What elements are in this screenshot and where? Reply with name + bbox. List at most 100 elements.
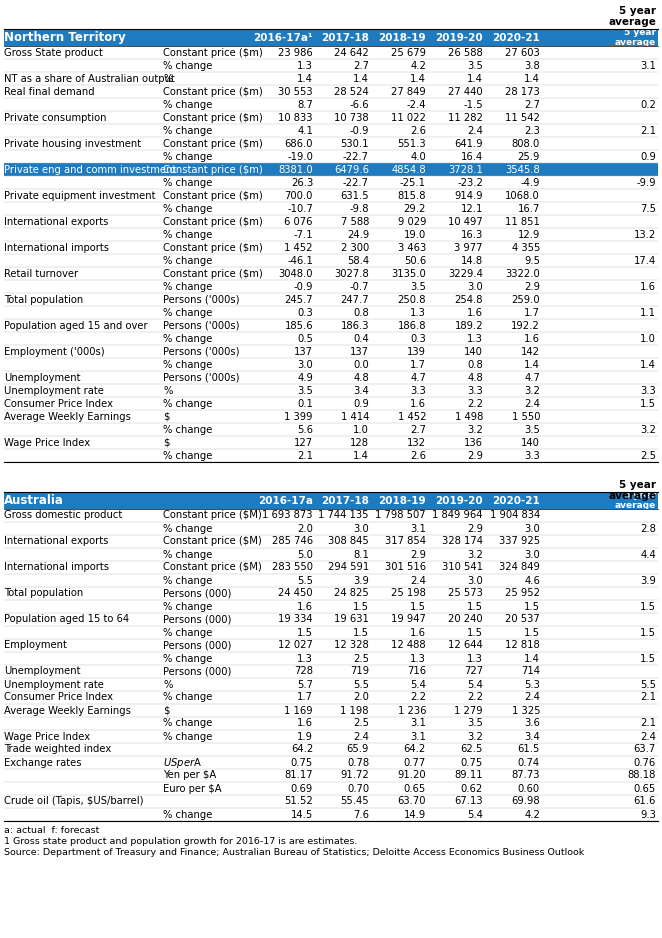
Text: 250.8: 250.8 bbox=[397, 295, 426, 305]
Text: 3.0: 3.0 bbox=[297, 359, 313, 370]
Text: 1.3: 1.3 bbox=[410, 308, 426, 317]
Text: 2.2: 2.2 bbox=[410, 692, 426, 703]
Text: 4.2: 4.2 bbox=[410, 60, 426, 70]
Text: 815.8: 815.8 bbox=[397, 190, 426, 201]
Text: 3.1: 3.1 bbox=[640, 60, 656, 70]
Text: 2.5: 2.5 bbox=[640, 450, 656, 461]
Text: $US per $A: $US per $A bbox=[163, 755, 202, 769]
Text: 1.5: 1.5 bbox=[353, 628, 369, 638]
Text: 3.6: 3.6 bbox=[524, 719, 540, 729]
Text: % change: % change bbox=[163, 550, 213, 559]
Text: 51.52: 51.52 bbox=[284, 796, 313, 807]
Text: 1.5: 1.5 bbox=[640, 601, 656, 612]
Text: 19 947: 19 947 bbox=[391, 614, 426, 625]
Text: 87.73: 87.73 bbox=[512, 770, 540, 780]
Text: 2020-21: 2020-21 bbox=[493, 33, 540, 42]
Text: 67.13: 67.13 bbox=[454, 796, 483, 807]
Text: Total population: Total population bbox=[4, 588, 83, 598]
Text: 28 524: 28 524 bbox=[334, 86, 369, 97]
Text: 2.1: 2.1 bbox=[640, 719, 656, 729]
Text: 1.4: 1.4 bbox=[353, 73, 369, 83]
Text: Persons ('000s): Persons ('000s) bbox=[163, 346, 240, 356]
Text: $: $ bbox=[163, 705, 169, 716]
Text: Consumer Price Index: Consumer Price Index bbox=[4, 399, 113, 409]
Text: 6 076: 6 076 bbox=[285, 217, 313, 226]
Text: 69.98: 69.98 bbox=[511, 796, 540, 807]
Text: Consumer Price Index: Consumer Price Index bbox=[4, 692, 113, 703]
Text: 81.17: 81.17 bbox=[285, 770, 313, 780]
Text: 20 240: 20 240 bbox=[448, 614, 483, 625]
Text: 4.2: 4.2 bbox=[524, 809, 540, 820]
Text: 3.5: 3.5 bbox=[467, 719, 483, 729]
Text: 3322.0: 3322.0 bbox=[505, 268, 540, 279]
Text: 4.7: 4.7 bbox=[410, 372, 426, 383]
Text: 2.1: 2.1 bbox=[640, 692, 656, 703]
Text: 551.3: 551.3 bbox=[397, 139, 426, 148]
Text: 3.0: 3.0 bbox=[524, 550, 540, 559]
Text: 1 498: 1 498 bbox=[455, 412, 483, 421]
Text: Unemployment: Unemployment bbox=[4, 372, 81, 383]
Text: International imports: International imports bbox=[4, 243, 109, 252]
Text: % change: % change bbox=[163, 334, 213, 343]
Text: 0.8: 0.8 bbox=[467, 359, 483, 370]
Text: 1.5: 1.5 bbox=[640, 628, 656, 638]
Text: 89.11: 89.11 bbox=[454, 770, 483, 780]
Text: 2.3: 2.3 bbox=[524, 126, 540, 135]
Text: 3.4: 3.4 bbox=[354, 386, 369, 396]
Text: Constant price ($M): Constant price ($M) bbox=[163, 537, 261, 547]
Text: 0.62: 0.62 bbox=[461, 783, 483, 794]
Text: Real final demand: Real final demand bbox=[4, 86, 95, 97]
Text: 4.9: 4.9 bbox=[297, 372, 313, 383]
Text: 27 849: 27 849 bbox=[391, 86, 426, 97]
Text: -22.7: -22.7 bbox=[343, 152, 369, 161]
Text: Constant price ($M): Constant price ($M) bbox=[163, 563, 261, 572]
Text: 727: 727 bbox=[464, 667, 483, 676]
Text: 24 450: 24 450 bbox=[279, 588, 313, 598]
Text: 5 year
average: 5 year average bbox=[608, 480, 656, 501]
Text: 0.78: 0.78 bbox=[347, 758, 369, 767]
Text: 4854.8: 4854.8 bbox=[391, 164, 426, 174]
Text: 3 463: 3 463 bbox=[398, 243, 426, 252]
Text: 10 833: 10 833 bbox=[279, 113, 313, 123]
Text: 0.60: 0.60 bbox=[518, 783, 540, 794]
Text: 127: 127 bbox=[294, 437, 313, 447]
Text: -2.4: -2.4 bbox=[406, 99, 426, 110]
Text: 283 550: 283 550 bbox=[272, 563, 313, 572]
Text: 25 679: 25 679 bbox=[391, 48, 426, 57]
Text: % change: % change bbox=[163, 152, 213, 161]
Text: -4.9: -4.9 bbox=[520, 177, 540, 188]
Text: 3545.8: 3545.8 bbox=[505, 164, 540, 174]
Text: -19.0: -19.0 bbox=[287, 152, 313, 161]
Text: Yen per $A: Yen per $A bbox=[163, 770, 216, 780]
Text: % change: % change bbox=[163, 601, 213, 612]
Text: 1.4: 1.4 bbox=[524, 73, 540, 83]
Text: 3.0: 3.0 bbox=[467, 281, 483, 292]
Text: 3.3: 3.3 bbox=[467, 386, 483, 396]
Text: 1 550: 1 550 bbox=[512, 412, 540, 421]
Text: 3.0: 3.0 bbox=[354, 523, 369, 534]
Text: 1.6: 1.6 bbox=[467, 308, 483, 317]
Text: 1 236: 1 236 bbox=[397, 705, 426, 716]
Text: -0.7: -0.7 bbox=[350, 281, 369, 292]
Text: -6.6: -6.6 bbox=[350, 99, 369, 110]
Text: 2.5: 2.5 bbox=[353, 654, 369, 663]
Text: 5.5: 5.5 bbox=[297, 576, 313, 585]
Text: 17.4: 17.4 bbox=[634, 255, 656, 265]
Text: 2016-17a: 2016-17a bbox=[258, 495, 313, 506]
Text: 5 year
average: 5 year average bbox=[615, 492, 656, 510]
Text: 2020-21: 2020-21 bbox=[493, 495, 540, 506]
Text: 7.5: 7.5 bbox=[640, 204, 656, 214]
Text: 3.1: 3.1 bbox=[410, 523, 426, 534]
Text: 1.6: 1.6 bbox=[410, 628, 426, 638]
Text: 3.3: 3.3 bbox=[640, 386, 656, 396]
Text: 8.1: 8.1 bbox=[353, 550, 369, 559]
Text: %: % bbox=[163, 679, 172, 689]
Text: 1.6: 1.6 bbox=[640, 281, 656, 292]
Text: 1 744 135: 1 744 135 bbox=[318, 510, 369, 521]
Text: 0.1: 0.1 bbox=[297, 399, 313, 409]
Text: % change: % change bbox=[163, 255, 213, 265]
Text: 2 300: 2 300 bbox=[341, 243, 369, 252]
Text: 1.5: 1.5 bbox=[410, 601, 426, 612]
Text: 24.9: 24.9 bbox=[347, 230, 369, 239]
Text: 9 029: 9 029 bbox=[397, 217, 426, 226]
